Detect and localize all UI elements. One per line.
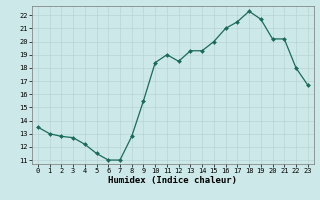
X-axis label: Humidex (Indice chaleur): Humidex (Indice chaleur) bbox=[108, 176, 237, 185]
